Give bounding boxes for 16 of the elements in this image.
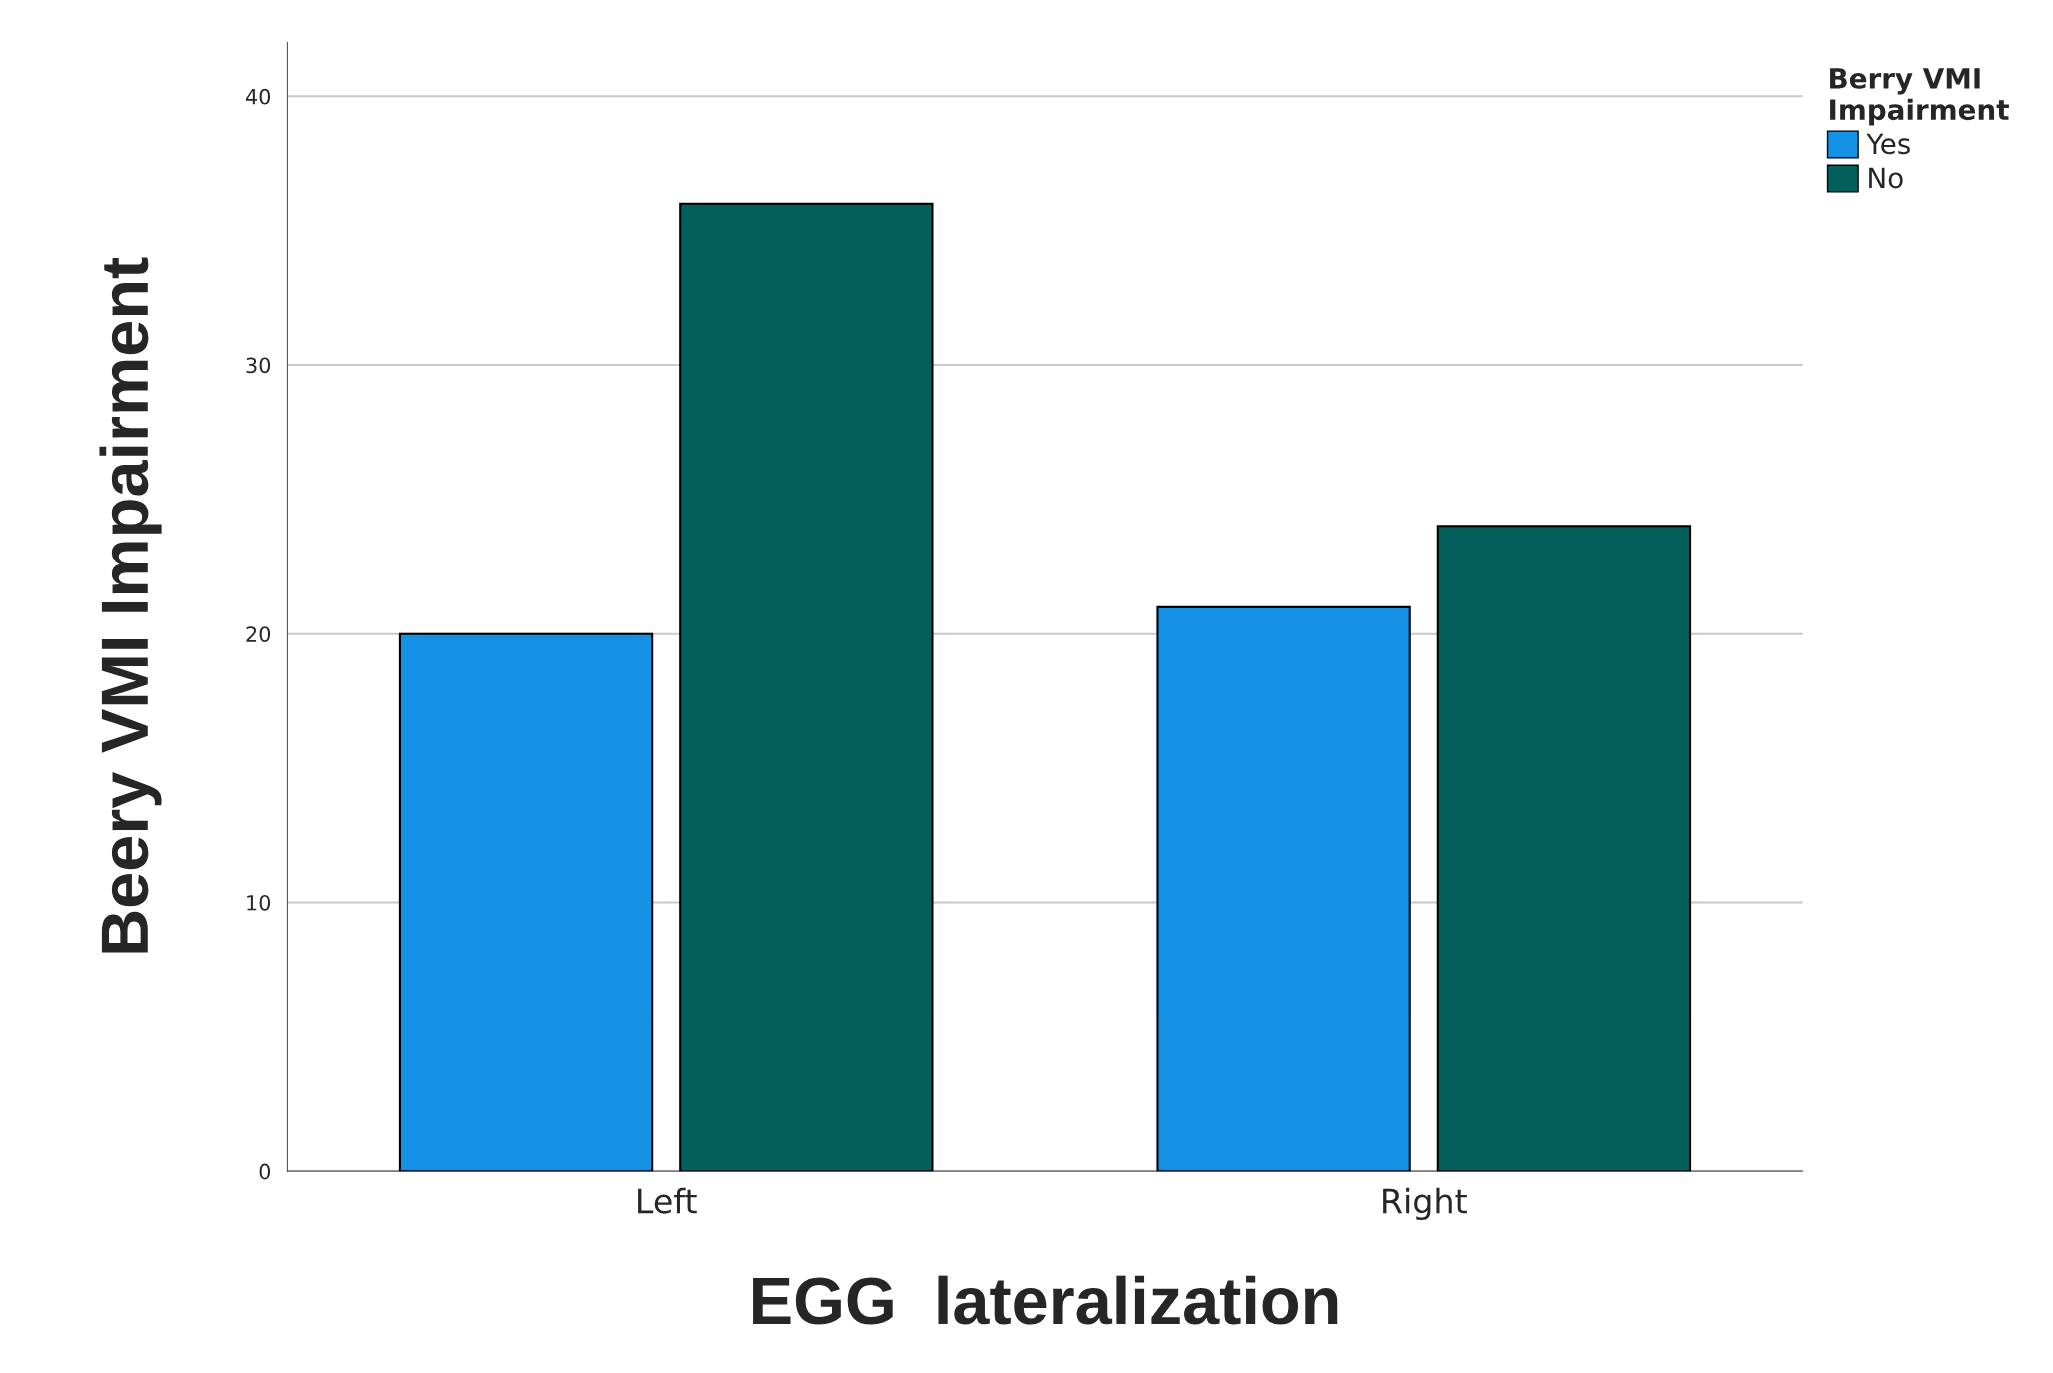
- x-tick-label: Left: [638, 1187, 697, 1214]
- bar: [1436, 525, 1692, 1172]
- legend-label: No: [1869, 167, 1903, 189]
- x-tick-label: Right: [1383, 1187, 1467, 1221]
- y-tick-label: 20: [246, 626, 271, 642]
- legend-label: Yes: [1866, 133, 1910, 155]
- bar: [398, 632, 654, 1172]
- y-tick-label: 30: [246, 357, 271, 374]
- y-tick-label: 10: [247, 894, 271, 911]
- y-tick-label: 40: [245, 88, 271, 105]
- legend-title: Berry VMI Impairment: [1830, 68, 2009, 126]
- bar: [1156, 605, 1411, 1172]
- bar: [679, 202, 934, 1172]
- x-axis-title: EGG lateralization: [753, 1275, 1338, 1325]
- y-axis-title: Beery VMI Impairment: [99, 257, 162, 953]
- y-tick-label: 0: [259, 1163, 271, 1180]
